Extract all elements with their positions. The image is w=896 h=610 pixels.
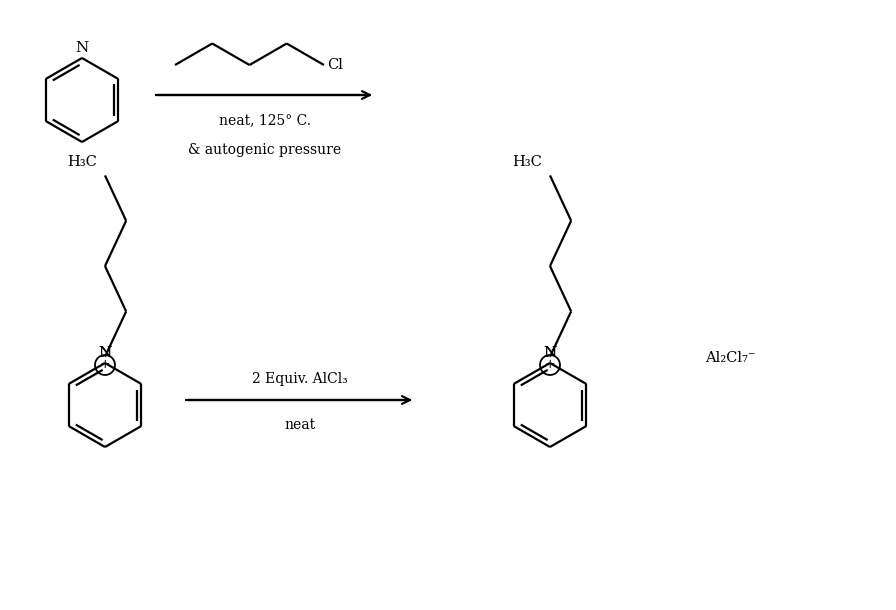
Text: H₃C: H₃C — [67, 156, 97, 170]
Text: N: N — [543, 346, 556, 360]
Text: +: + — [545, 359, 556, 371]
Text: N: N — [99, 346, 112, 360]
Text: neat: neat — [284, 418, 315, 432]
Text: & autogenic pressure: & autogenic pressure — [188, 143, 341, 157]
Text: H₃C: H₃C — [513, 156, 542, 170]
Text: neat, 125° C.: neat, 125° C. — [219, 113, 311, 127]
Text: +: + — [99, 359, 110, 371]
Text: N: N — [99, 346, 112, 360]
Text: Al₂Cl₇⁻: Al₂Cl₇⁻ — [705, 351, 755, 365]
Text: N: N — [75, 41, 89, 55]
Text: Cl: Cl — [327, 58, 343, 72]
Text: 2 Equiv. AlCl₃: 2 Equiv. AlCl₃ — [252, 372, 348, 386]
Text: N: N — [543, 346, 556, 360]
